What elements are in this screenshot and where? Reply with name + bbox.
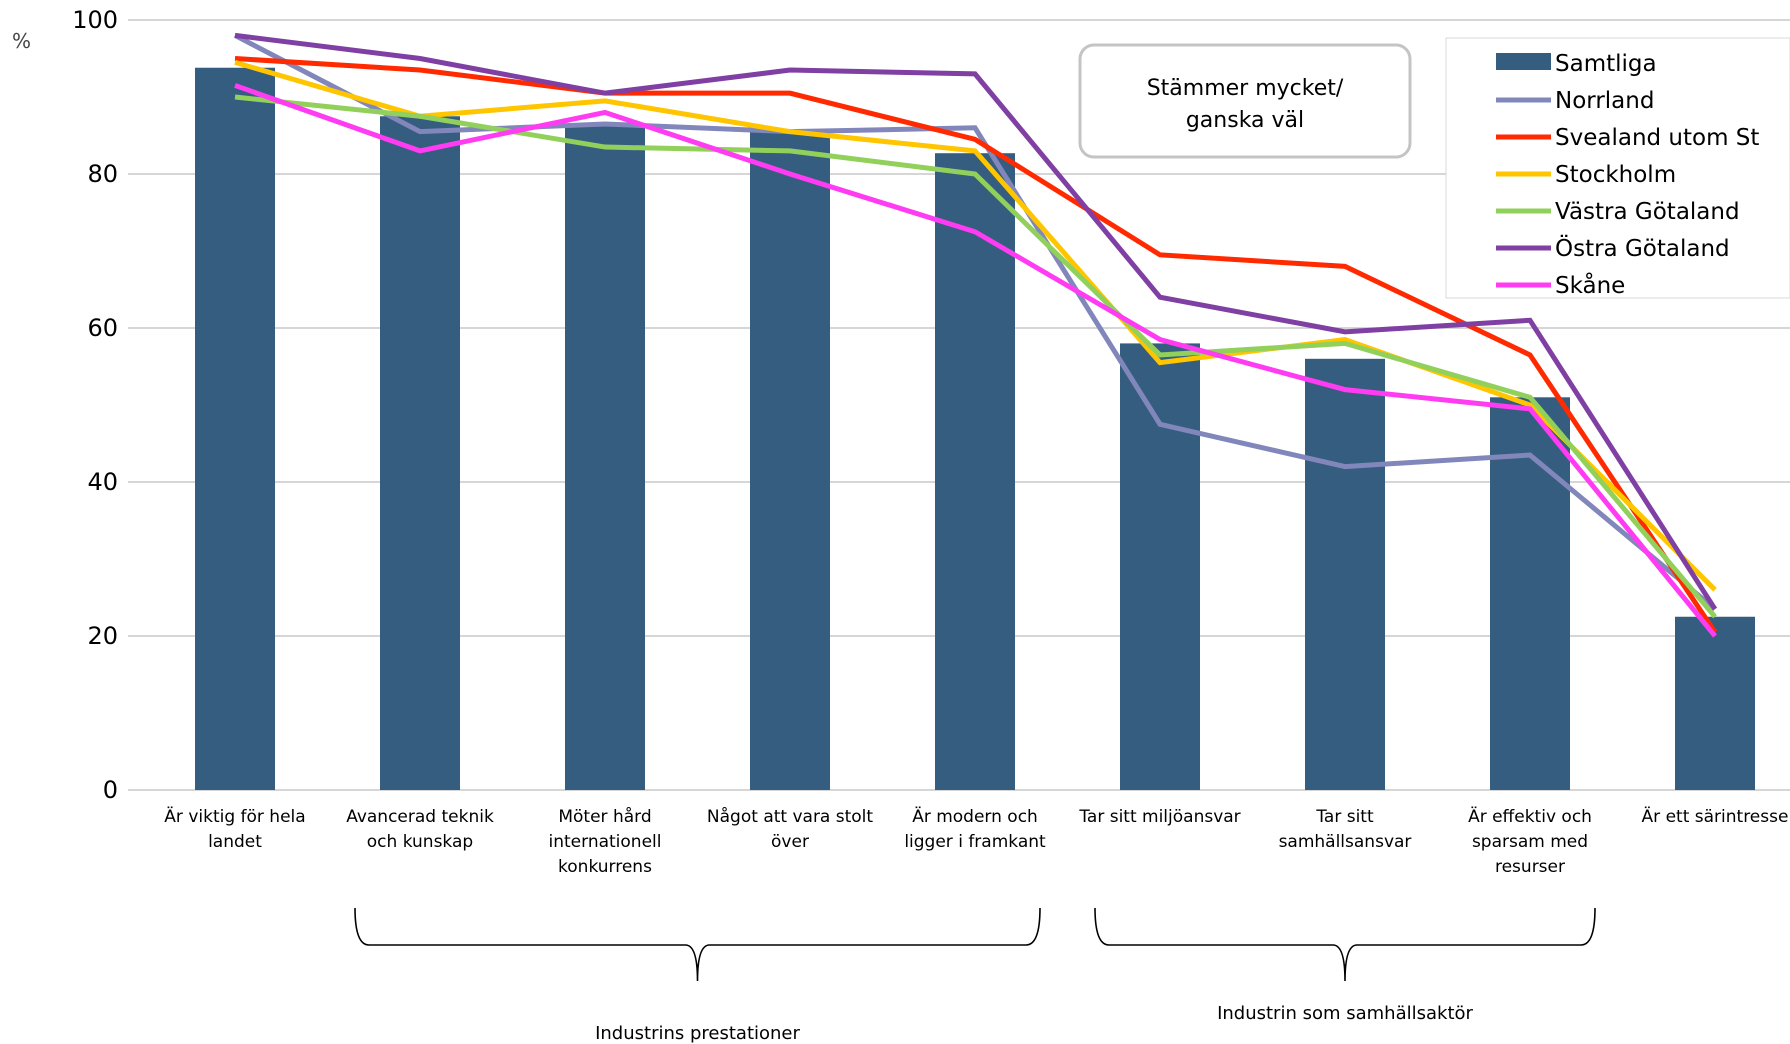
x-tick-line: Tar sitt miljöansvar bbox=[1078, 807, 1240, 827]
x-tick-line: Möter hård bbox=[558, 806, 651, 827]
bar-2 bbox=[565, 123, 645, 790]
y-tick-label: 80 bbox=[87, 160, 118, 188]
x-tick-line: Är ett särintresse bbox=[1642, 806, 1789, 827]
series-line-4 bbox=[234, 32, 1718, 611]
annotation-text: ganska väl bbox=[1186, 108, 1304, 133]
legend-label-1: Norrland bbox=[1555, 88, 1654, 114]
category-groups: Industrins prestationer Industrin som sam… bbox=[354, 907, 1596, 1044]
x-tick-line: resurser bbox=[1495, 857, 1565, 877]
legend-label-6: Skåne bbox=[1555, 271, 1625, 299]
x-tick-label-0: Är viktig för hela landet bbox=[164, 806, 305, 852]
x-tick-label-4: Är modern och ligger i framkant bbox=[904, 806, 1046, 852]
bar-series bbox=[195, 67, 1755, 791]
legend-frame bbox=[1445, 37, 1790, 299]
bar-3 bbox=[750, 131, 830, 790]
x-tick-label-5: Tar sitt miljöansvar bbox=[1078, 807, 1240, 827]
bar-8 bbox=[1675, 616, 1755, 790]
series-line-0 bbox=[233, 33, 1717, 611]
legend-label-0: Samtliga bbox=[1555, 51, 1657, 77]
legend: Samtliga Norrland Svealand utom St Stockhol… bbox=[1445, 37, 1790, 299]
x-tick-line: över bbox=[771, 832, 809, 852]
y-tick-label: 0 bbox=[103, 776, 118, 804]
bar-4 bbox=[935, 153, 1015, 790]
x-tick-line: Avancerad teknik bbox=[346, 807, 494, 827]
x-tick-label-6: Tar sitt samhällsansvar bbox=[1279, 807, 1412, 852]
legend-label-5: Östra Götaland bbox=[1555, 234, 1730, 262]
group-bracket-0 bbox=[354, 907, 1041, 982]
x-tick-label-1: Avancerad teknik och kunskap bbox=[346, 807, 494, 852]
x-axis: Är viktig för hela landet Avancerad teknik… bbox=[164, 806, 1788, 877]
legend-label-4: Västra Götaland bbox=[1555, 199, 1740, 225]
x-tick-label-3: Något att vara stolt över bbox=[707, 806, 873, 852]
x-tick-line: konkurrens bbox=[558, 857, 652, 877]
group-label-0: Industrins prestationer bbox=[595, 1023, 800, 1044]
x-tick-label-8: Är ett särintresse bbox=[1642, 806, 1789, 827]
annotation-frame bbox=[1078, 43, 1412, 159]
y-tick-label: 40 bbox=[87, 468, 118, 496]
x-tick-line: Tar sitt bbox=[1315, 807, 1374, 827]
series-line-5 bbox=[234, 83, 1717, 638]
bar-5 bbox=[1120, 343, 1200, 790]
group-bracket-1 bbox=[1094, 907, 1596, 982]
x-tick-line: landet bbox=[208, 832, 262, 852]
bar-1 bbox=[380, 116, 460, 790]
x-tick-line: Är effektiv och bbox=[1468, 806, 1592, 827]
x-tick-line: Något att vara stolt bbox=[707, 806, 873, 827]
legend-label-2: Svealand utom St bbox=[1555, 125, 1759, 151]
series-line-2 bbox=[234, 59, 1717, 592]
x-tick-line: och kunskap bbox=[367, 832, 473, 852]
x-tick-line: ligger i framkant bbox=[904, 832, 1046, 852]
bar-0 bbox=[195, 67, 275, 791]
x-tick-line: sparsam med bbox=[1472, 832, 1588, 852]
y-unit-label: % bbox=[12, 29, 31, 53]
y-tick-label: 60 bbox=[87, 314, 118, 342]
x-tick-line: samhällsansvar bbox=[1279, 832, 1412, 852]
y-tick-label: 100 bbox=[72, 6, 118, 34]
legend-label-3: Stockholm bbox=[1555, 162, 1676, 188]
bar-6 bbox=[1305, 358, 1385, 790]
x-tick-line: Är viktig för hela bbox=[164, 806, 305, 827]
legend-swatch-0 bbox=[1496, 53, 1551, 70]
series-line-3 bbox=[234, 94, 1717, 619]
annotation-box: Stämmer mycket/ganska väl bbox=[1078, 43, 1412, 159]
y-tick-label: 20 bbox=[87, 622, 118, 650]
x-tick-line: Är modern och bbox=[912, 806, 1038, 827]
bar-7 bbox=[1490, 397, 1570, 790]
line-series-group bbox=[233, 32, 1718, 638]
y-axis: 0 20 40 60 80 100 bbox=[72, 6, 118, 804]
annotation-text: Stämmer mycket/ bbox=[1147, 76, 1344, 101]
x-tick-label-7: Är effektiv och sparsam med resurser bbox=[1468, 806, 1592, 877]
x-tick-label-2: Möter hård internationell konkurrens bbox=[549, 806, 662, 877]
x-tick-line: internationell bbox=[549, 832, 662, 852]
group-label-1: Industrin som samhällsaktör bbox=[1217, 1003, 1473, 1024]
